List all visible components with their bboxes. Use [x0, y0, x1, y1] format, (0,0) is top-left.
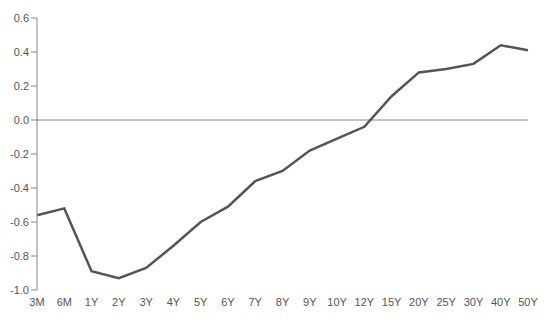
svg-text:2Y: 2Y [112, 296, 126, 308]
svg-text:-0.4: -0.4 [10, 182, 29, 194]
svg-text:-0.2: -0.2 [10, 148, 29, 160]
svg-text:12Y: 12Y [355, 296, 375, 308]
svg-text:40Y: 40Y [491, 296, 511, 308]
svg-text:-0.8: -0.8 [10, 250, 29, 262]
svg-text:25Y: 25Y [436, 296, 456, 308]
svg-text:5Y: 5Y [194, 296, 208, 308]
svg-text:0.4: 0.4 [14, 46, 29, 58]
svg-text:-0.6: -0.6 [10, 216, 29, 228]
svg-text:30Y: 30Y [464, 296, 484, 308]
svg-text:1Y: 1Y [85, 296, 99, 308]
svg-text:3Y: 3Y [139, 296, 153, 308]
svg-text:50Y: 50Y [518, 296, 536, 308]
svg-text:4Y: 4Y [167, 296, 181, 308]
svg-text:0.2: 0.2 [14, 80, 29, 92]
svg-text:7Y: 7Y [248, 296, 262, 308]
svg-text:9Y: 9Y [303, 296, 317, 308]
svg-text:0.6: 0.6 [14, 12, 29, 24]
svg-text:3M: 3M [29, 296, 44, 308]
svg-text:15Y: 15Y [382, 296, 402, 308]
svg-text:0.0: 0.0 [14, 114, 29, 126]
svg-text:8Y: 8Y [276, 296, 290, 308]
svg-text:10Y: 10Y [327, 296, 347, 308]
svg-text:6M: 6M [57, 296, 72, 308]
svg-text:20Y: 20Y [409, 296, 429, 308]
svg-text:6Y: 6Y [221, 296, 235, 308]
svg-text:-1.0: -1.0 [10, 284, 29, 296]
